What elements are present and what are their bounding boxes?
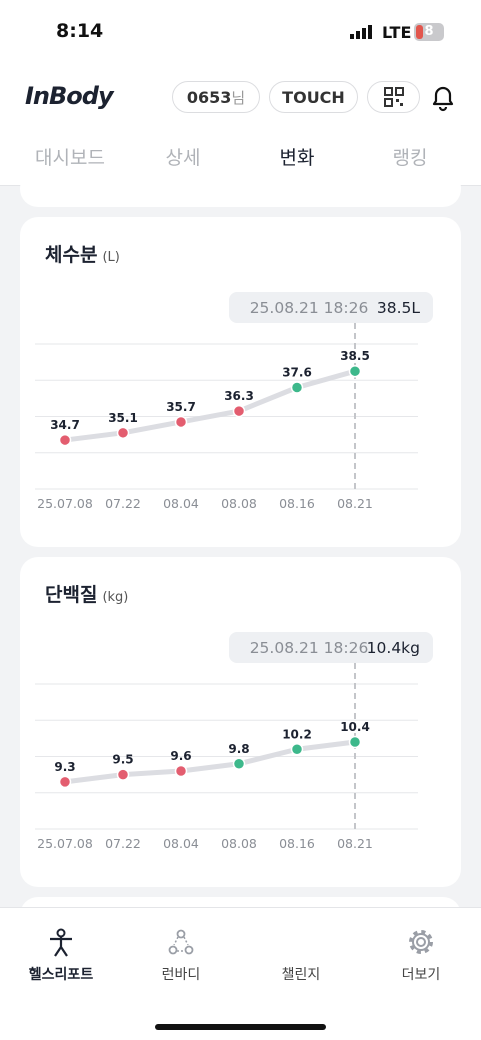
data-label: 9.6: [170, 749, 191, 763]
nav-label[interactable]: 챌린지: [281, 967, 321, 983]
bottom-nav: 헬스리포트 런바디 챌린지 더보기: [0, 907, 481, 1040]
data-label: 34.7: [50, 418, 80, 432]
data-point: [232, 757, 246, 770]
x-tick-label: 07.22: [105, 836, 141, 851]
user-suffix: 님: [231, 88, 246, 107]
x-tick-label: 25.07.08: [37, 496, 93, 511]
chart-card: 단백질 (kg) 25.08.21 18:26 10.4kg 9.3 25.07.08 9.…: [20, 557, 461, 887]
data-label: 9.8: [228, 742, 249, 756]
chart-unit: (kg): [102, 590, 128, 605]
status-time: 8:14: [56, 20, 104, 42]
chart-card: 체수분 (L) 25.08.21 18:26 38.5L 34.7 25.07.08 35.…: [20, 217, 461, 547]
tooltip-box: [229, 292, 433, 323]
tab[interactable]: 상세: [165, 147, 201, 169]
data-label: 38.5: [340, 349, 370, 363]
x-tick-label: 08.16: [279, 496, 315, 511]
data-point: [174, 764, 188, 778]
nav-icon[interactable]: [287, 928, 315, 958]
data-point: [348, 364, 362, 378]
battery-icon: 8: [414, 23, 444, 41]
x-tick-label: 08.16: [279, 836, 315, 851]
bell-icon[interactable]: [430, 84, 456, 112]
tab[interactable]: 대시보드: [35, 147, 105, 169]
nav-label[interactable]: 런바디: [161, 967, 201, 983]
touch-button[interactable]: TOUCH: [269, 81, 358, 113]
tooltip-box: [229, 632, 433, 663]
qr-button[interactable]: [367, 81, 420, 113]
logo[interactable]: InBody: [25, 82, 114, 110]
qr-icon: [383, 87, 404, 107]
home-indicator: [155, 1024, 326, 1030]
data-point: [348, 735, 362, 749]
data-point: [116, 768, 130, 781]
tooltip-date: 25.08.21 18:26: [250, 639, 369, 657]
touch-label: TOUCH: [282, 87, 345, 107]
x-tick-label: 25.07.08: [37, 836, 93, 851]
chart-title: 체수분 (L): [45, 244, 120, 266]
trend-line: [62, 739, 358, 785]
chart-title-text: 단백질: [45, 584, 97, 606]
data-point: [116, 426, 130, 440]
chart-title-text: 체수분: [45, 244, 97, 266]
nav-icon[interactable]: [167, 928, 195, 958]
x-tick-label: 08.21: [337, 836, 373, 851]
data-label: 9.3: [54, 760, 75, 774]
x-tick-label: 08.21: [337, 496, 373, 511]
data-label: 10.2: [282, 727, 312, 741]
chart-unit: (L): [102, 250, 119, 265]
data-point: [174, 415, 188, 429]
data-label: 35.1: [108, 411, 138, 425]
data-point: [58, 775, 72, 789]
data-point: [290, 743, 304, 756]
x-tick-label: 08.04: [163, 836, 199, 851]
x-tick-label: 08.04: [163, 496, 199, 511]
signal-icon: [350, 25, 372, 39]
x-tick-label: 08.08: [221, 836, 257, 851]
data-label: 9.5: [112, 753, 133, 767]
x-tick-label: 08.08: [221, 496, 257, 511]
data-label: 10.4: [340, 720, 370, 734]
data-point: [232, 404, 246, 418]
chart-title: 단백질 (kg): [45, 584, 128, 606]
x-tick-label: 07.22: [105, 496, 141, 511]
data-label: 36.3: [224, 389, 254, 403]
tab[interactable]: 변화: [279, 147, 315, 169]
tooltip-value: 38.5L: [377, 299, 421, 317]
nav-icon[interactable]: [407, 928, 435, 958]
battery-level: 8: [424, 24, 434, 39]
data-point: [58, 433, 72, 447]
data-label: 37.6: [282, 366, 312, 380]
tooltip-date: 25.08.21 18:26: [250, 299, 369, 317]
tooltip-value: 10.4kg: [367, 639, 420, 657]
trend-line: [62, 368, 358, 443]
status-network: LTE: [382, 23, 412, 42]
tab[interactable]: 랭킹: [392, 147, 428, 169]
chart: 체수분 (L) 25.08.21 18:26 38.5L 34.7 25.07.08 35.…: [35, 244, 433, 511]
data-point: [290, 381, 304, 394]
user-pill[interactable]: 0653 님: [172, 81, 260, 113]
card-partial: [20, 170, 461, 207]
data-label: 35.7: [166, 400, 196, 414]
user-id: 0653: [186, 87, 232, 107]
nav-icon[interactable]: [47, 928, 75, 958]
nav-label[interactable]: 더보기: [401, 967, 441, 983]
nav-label[interactable]: 헬스리포트: [28, 967, 94, 983]
